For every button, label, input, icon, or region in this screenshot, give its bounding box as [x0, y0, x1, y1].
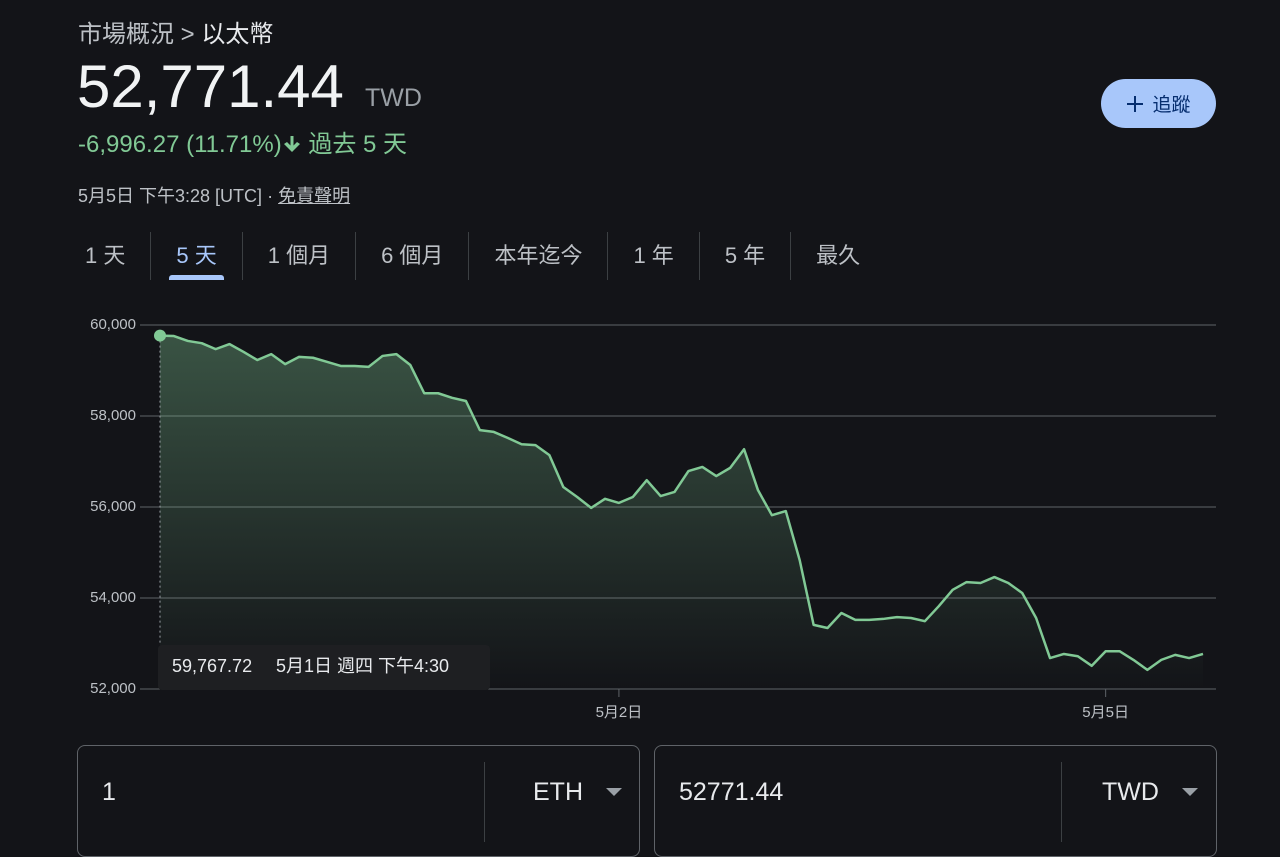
- to-field[interactable]: 52771.44 TWD: [654, 745, 1217, 857]
- from-field[interactable]: 1 ETH: [77, 745, 640, 857]
- follow-label: 追蹤: [1152, 95, 1191, 116]
- follow-button[interactable]: 追蹤: [1101, 79, 1216, 128]
- currency: TWD: [365, 84, 422, 112]
- tooltip-time: 5月1日 週四 下午4:30: [276, 656, 449, 676]
- hover-point: [154, 329, 166, 342]
- timestamp-text: 5月5日 下午3:28 [UTC]: [78, 186, 263, 206]
- from-currency[interactable]: ETH: [533, 778, 583, 806]
- area: [160, 335, 1203, 689]
- page: 市場概況 > 以太幣 52,771.44 TWD -6,996.27 (11.7…: [60, 14, 1217, 857]
- range-tab[interactable]: 1 個月: [241, 232, 355, 280]
- dropdown-icon: [606, 788, 622, 796]
- range-tab[interactable]: 5 年: [698, 232, 790, 280]
- down-arrow: [283, 136, 300, 152]
- range-tab[interactable]: 5 天: [150, 232, 241, 280]
- y-tick-label: 54,000: [90, 589, 136, 606]
- price-line: [159, 334, 1204, 672]
- tooltip: [158, 645, 490, 690]
- range-tab[interactable]: 6 個月: [355, 232, 468, 280]
- chart: 52,000 54,000 56,000 58,000 60,000 5月2日 5月5日 59…: [90, 316, 1216, 721]
- breadcrumb-parent[interactable]: 市場概況: [78, 21, 174, 48]
- breadcrumb: 市場概況 > 以太幣: [78, 14, 273, 49]
- range-tab[interactable]: 本年迄今: [468, 232, 607, 280]
- divider: [484, 762, 485, 842]
- range-tab[interactable]: 最久: [790, 232, 885, 280]
- breadcrumb-separator: >: [180, 21, 195, 48]
- tooltip-value: 59,767.72: [172, 656, 252, 676]
- divider: [1061, 762, 1062, 842]
- change-period: 過去 5 天: [308, 131, 408, 158]
- x-tick-label: 5月5日: [1082, 704, 1129, 721]
- to-amount[interactable]: 52771.44: [679, 778, 784, 806]
- change-value: -6,996.27 (11.71%): [78, 131, 282, 158]
- from-amount[interactable]: 1: [102, 778, 116, 806]
- breadcrumb-current: 以太幣: [201, 21, 274, 48]
- range-tab[interactable]: 1 年: [607, 232, 698, 280]
- y-tick-label: 60,000: [90, 316, 136, 333]
- separator: ·: [267, 186, 274, 206]
- y-tick-label: 56,000: [90, 498, 136, 515]
- timestamp: 5月5日 下午3:28 [UTC] · 免責聲明: [78, 182, 350, 208]
- range-tab[interactable]: 1 天: [85, 243, 126, 268]
- y-tick-label: 58,000: [90, 407, 136, 424]
- price: 52,771.44: [77, 53, 344, 120]
- change: -6,996.27 (11.71%) 過去 5 天: [78, 124, 407, 159]
- y-tick-label: 52,000: [90, 680, 136, 697]
- x-tick-label: 5月2日: [596, 704, 643, 721]
- dropdown-icon: [1182, 788, 1198, 796]
- plus-icon: [1127, 95, 1144, 112]
- to-currency[interactable]: TWD: [1102, 778, 1159, 806]
- disclaimer-link[interactable]: 免責聲明: [278, 186, 351, 206]
